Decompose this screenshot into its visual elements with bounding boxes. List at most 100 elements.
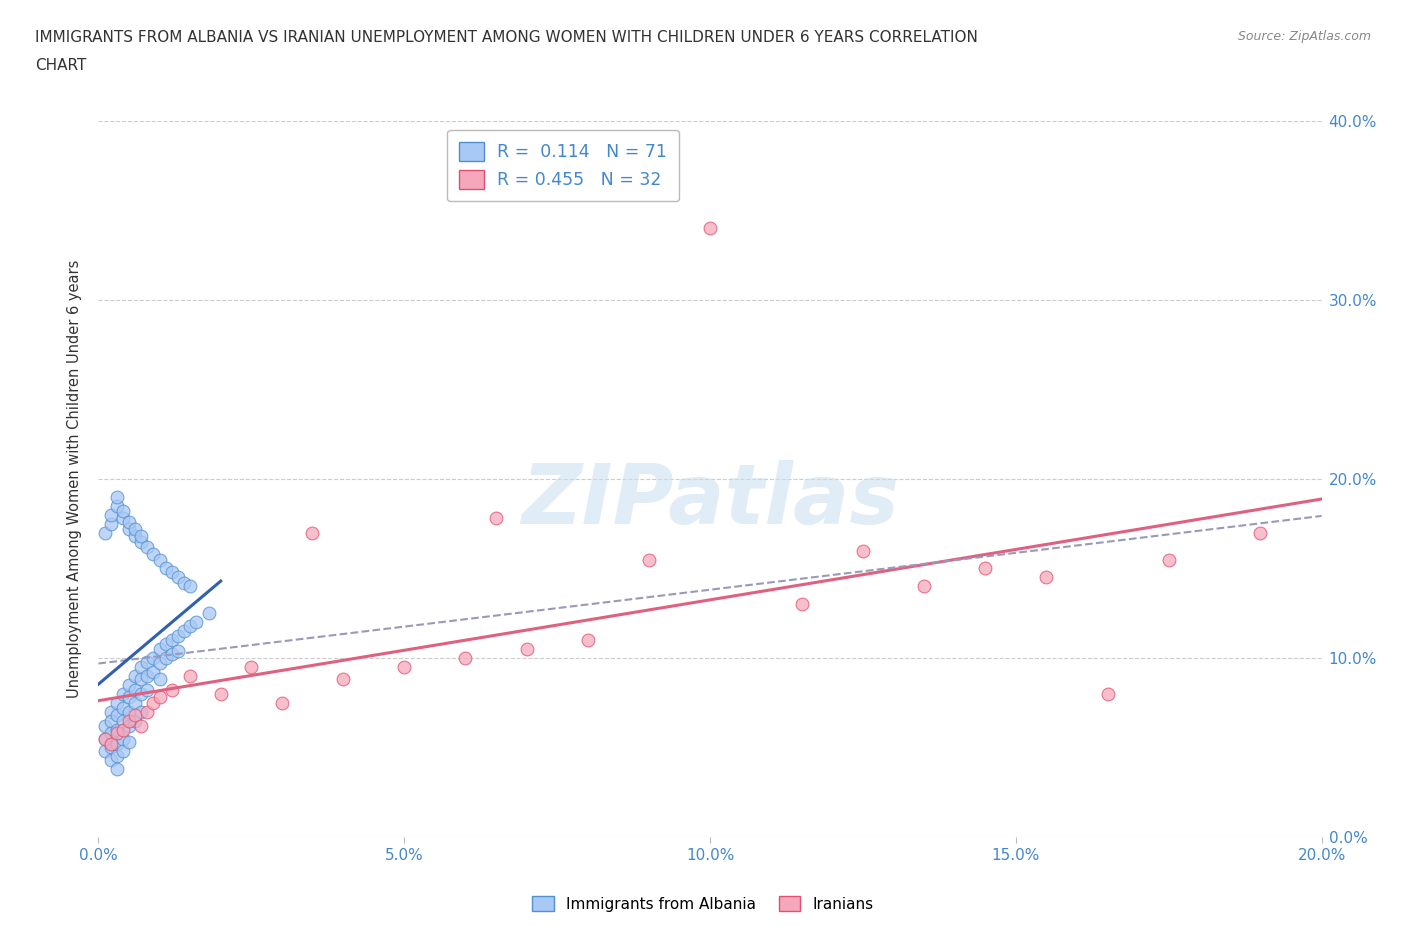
Point [124, 522, 146, 537]
Point [974, 561, 997, 576]
Text: CHART: CHART [35, 58, 87, 73]
Point [105, 696, 128, 711]
Point [1097, 686, 1119, 701]
Point [1035, 570, 1057, 585]
Point [142, 665, 165, 680]
Point [118, 735, 141, 750]
Point [142, 696, 165, 711]
Point [136, 669, 159, 684]
Point [129, 659, 152, 674]
Point [149, 672, 172, 687]
Point [93, 731, 115, 746]
Point [100, 737, 122, 751]
Point [111, 731, 134, 746]
Point [637, 552, 661, 567]
Point [111, 713, 134, 728]
Point [111, 504, 134, 519]
Point [129, 672, 152, 687]
Point [485, 511, 508, 525]
Point [790, 597, 813, 612]
Point [105, 749, 128, 764]
Point [699, 220, 721, 235]
Point [160, 683, 183, 698]
Point [129, 529, 152, 544]
Point [100, 516, 122, 531]
Point [179, 618, 201, 633]
Point [105, 708, 128, 723]
Point [136, 683, 159, 698]
Point [124, 713, 146, 728]
Point [155, 651, 177, 666]
Point [136, 654, 159, 669]
Point [240, 659, 263, 674]
Point [100, 740, 122, 755]
Point [111, 744, 134, 759]
Point [516, 642, 538, 657]
Point [301, 525, 323, 540]
Point [105, 722, 128, 737]
Point [179, 669, 201, 684]
Point [105, 737, 128, 751]
Point [118, 522, 141, 537]
Point [100, 704, 122, 719]
Point [912, 578, 935, 593]
Point [124, 669, 146, 684]
Point [129, 704, 152, 719]
Point [197, 605, 219, 620]
Point [142, 547, 165, 562]
Point [209, 686, 232, 701]
Point [105, 725, 128, 740]
Point [118, 719, 141, 734]
Point [124, 683, 146, 698]
Text: IMMIGRANTS FROM ALBANIA VS IRANIAN UNEMPLOYMENT AMONG WOMEN WITH CHILDREN UNDER : IMMIGRANTS FROM ALBANIA VS IRANIAN UNEMP… [35, 30, 979, 45]
Point [167, 644, 190, 658]
Point [332, 672, 354, 687]
Point [270, 696, 292, 711]
Point [160, 647, 183, 662]
Point [149, 656, 172, 671]
Point [100, 713, 122, 728]
Point [105, 762, 128, 777]
Legend: Immigrants from Albania, Iranians: Immigrants from Albania, Iranians [526, 889, 880, 918]
Point [136, 704, 159, 719]
Point [454, 651, 477, 666]
Point [93, 719, 115, 734]
Point [155, 561, 177, 576]
Point [160, 632, 183, 647]
Point [118, 704, 141, 719]
Point [576, 632, 599, 647]
Point [179, 578, 201, 593]
Point [149, 690, 172, 705]
Point [111, 511, 134, 525]
Point [129, 719, 152, 734]
Point [93, 744, 115, 759]
Point [173, 624, 195, 639]
Point [852, 543, 875, 558]
Y-axis label: Unemployment Among Women with Children Under 6 years: Unemployment Among Women with Children U… [67, 259, 83, 698]
Point [167, 570, 190, 585]
Point [136, 539, 159, 554]
Point [111, 700, 134, 715]
Point [100, 752, 122, 767]
Point [142, 651, 165, 666]
Point [124, 696, 146, 711]
Point [155, 636, 177, 651]
Point [186, 615, 208, 630]
Point [118, 514, 141, 529]
Point [111, 722, 134, 737]
Point [111, 686, 134, 701]
Point [93, 525, 115, 540]
Point [118, 713, 141, 728]
Point [118, 677, 141, 692]
Point [100, 508, 122, 523]
Legend: R =  0.114   N = 71, R = 0.455   N = 32: R = 0.114 N = 71, R = 0.455 N = 32 [447, 129, 679, 201]
Point [149, 552, 172, 567]
Point [129, 534, 152, 549]
Point [100, 725, 122, 740]
Point [167, 629, 190, 644]
Point [173, 576, 195, 591]
Text: ZIPatlas: ZIPatlas [522, 460, 898, 541]
Text: Source: ZipAtlas.com: Source: ZipAtlas.com [1237, 30, 1371, 43]
Point [1157, 552, 1180, 567]
Point [392, 659, 416, 674]
